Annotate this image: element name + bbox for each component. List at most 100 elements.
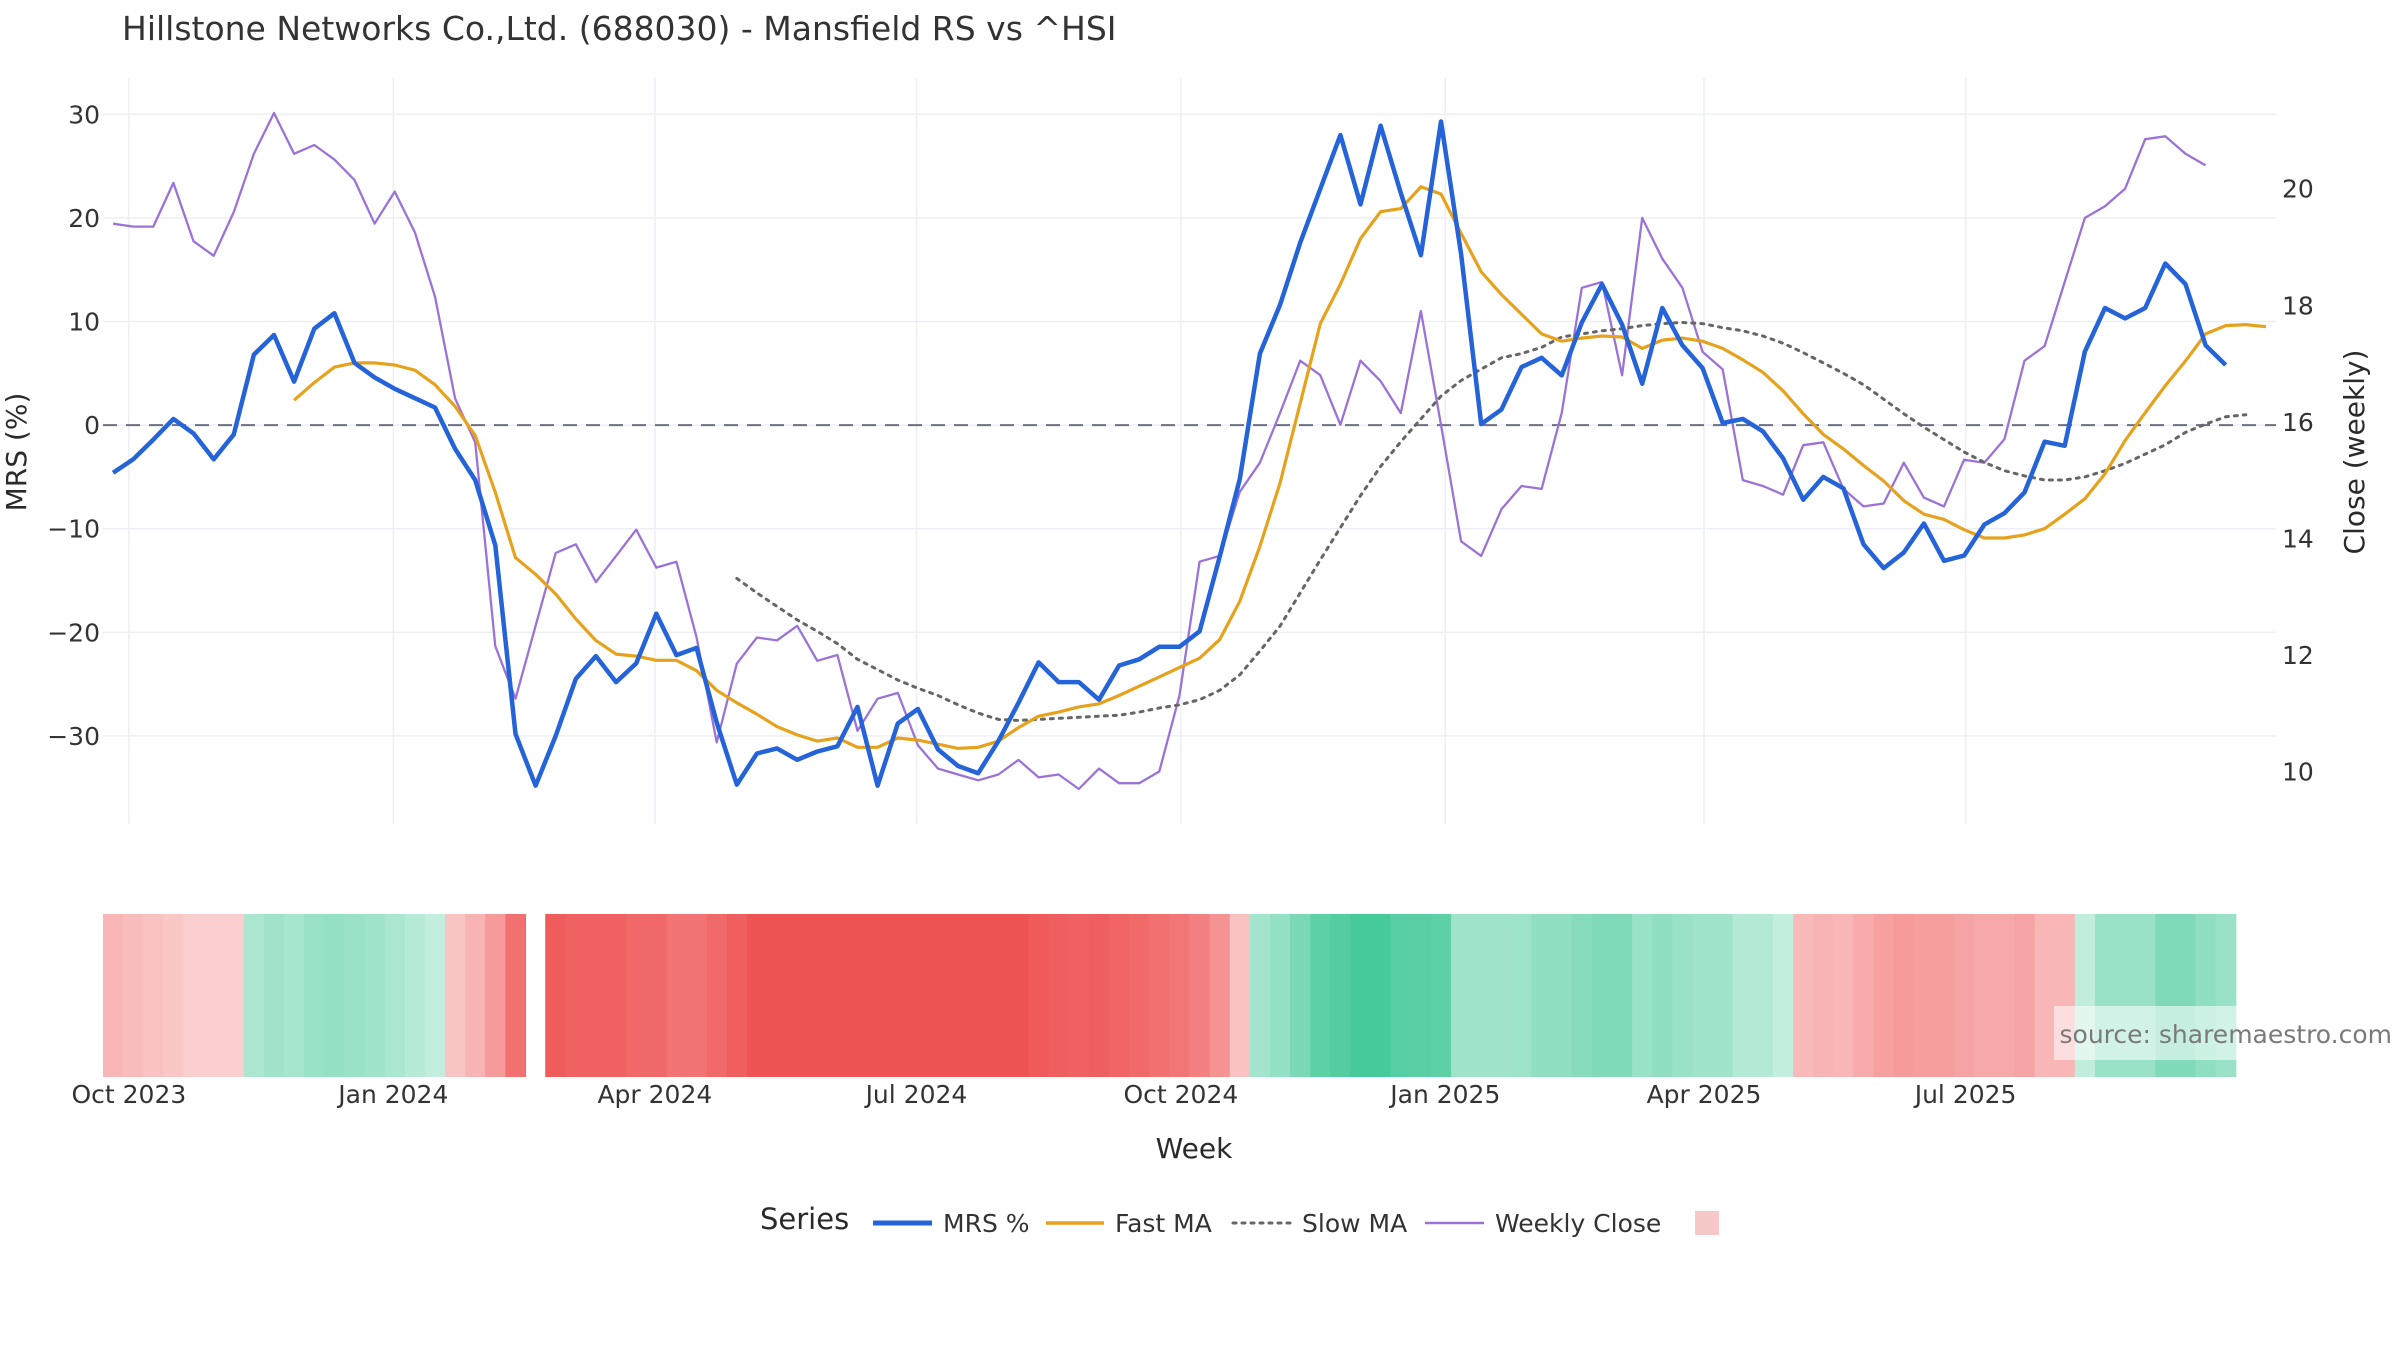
heatmap-cell — [626, 914, 647, 1077]
heatmap-cell — [1330, 914, 1352, 1077]
heatmap-cell — [1370, 914, 1392, 1077]
heatmap-cell — [1350, 914, 1372, 1077]
heatmap-cell — [585, 914, 607, 1077]
heatmap-cell — [384, 914, 406, 1077]
series-line-weekly-close — [112, 111, 2207, 791]
legend-item-weekly-close: Weekly Close — [1425, 1209, 1661, 1238]
heatmap-cell — [907, 914, 929, 1077]
heatmap-cell — [1612, 914, 1633, 1077]
heatmap-cell — [1873, 914, 1895, 1077]
heatmap-cell — [284, 914, 305, 1077]
heatmap-cell — [263, 914, 285, 1077]
y2-tick-label: 18 — [2282, 291, 2314, 320]
y2-tick-label: 16 — [2282, 408, 2314, 437]
heatmap-cell — [1290, 914, 1311, 1077]
heatmap-cell — [1068, 914, 1090, 1077]
y-tick-label: 0 — [84, 411, 100, 440]
heatmap-cell — [887, 914, 909, 1077]
heatmap-cell — [143, 914, 164, 1077]
legend-title: Series — [760, 1202, 849, 1236]
heatmap-cell — [1310, 914, 1331, 1077]
legend-label-weekly-close: Weekly Close — [1495, 1209, 1661, 1238]
heatmap-cell — [1712, 914, 1734, 1077]
heatmap-cell — [324, 914, 346, 1077]
heatmap-cell — [1591, 914, 1613, 1077]
legend-item-slow-ma: Slow MA — [1231, 1209, 1407, 1238]
heatmap-cell — [1752, 914, 1774, 1077]
heatmap-cell — [1732, 914, 1754, 1077]
y-tick-label: 20 — [68, 204, 100, 233]
heatmap-cell — [927, 914, 949, 1077]
heatmap-cell — [445, 914, 466, 1077]
heatmap-cell — [163, 914, 185, 1077]
heatmap-cell — [847, 914, 869, 1077]
x-axis-title: Week — [1156, 1132, 1233, 1165]
heatmap-cell — [2034, 914, 2056, 1077]
y-tick-label: −20 — [47, 618, 100, 647]
heatmap-cell — [1229, 914, 1251, 1077]
x-tick-label: Apr 2024 — [597, 1080, 712, 1109]
heatmap-cell — [988, 914, 1010, 1077]
heatmap-cell — [827, 914, 849, 1077]
series-lines — [111, 111, 2267, 791]
y-tick-label: 30 — [68, 100, 100, 129]
y-axis-right: 20 18 16 14 12 10 — [2282, 175, 2314, 787]
x-tick-label: Jul 2025 — [1913, 1080, 2017, 1109]
y2-tick-label: 10 — [2282, 758, 2314, 787]
heatmap-cell — [646, 914, 667, 1077]
heatmap-cell — [1169, 914, 1191, 1077]
y2-tick-label: 14 — [2282, 524, 2314, 553]
heatmap-cell — [1189, 914, 1211, 1077]
heatmap-cell — [1833, 914, 1855, 1077]
x-tick-label: Jan 2025 — [1388, 1080, 1500, 1109]
heatmap-cell — [807, 914, 828, 1077]
heatmap-cell — [1632, 914, 1653, 1077]
heatmap-cell — [2014, 914, 2036, 1077]
heatmap-cell — [243, 914, 265, 1077]
series-line-mrs — [111, 119, 2228, 788]
heatmap-cell — [1028, 914, 1050, 1077]
chart-title: Hillstone Networks Co.,Ltd. (688030) - M… — [122, 9, 1117, 48]
heatmap-cell — [1430, 914, 1452, 1077]
legend-swatch-heatmap — [1695, 1211, 1719, 1235]
series-line-slow-ma — [735, 321, 2248, 722]
x-axis: Oct 2023 Jan 2024 Apr 2024 Jul 2024 Oct 2024… — [71, 1080, 2016, 1109]
heatmap-cell — [1692, 914, 1714, 1077]
x-tick-label: Apr 2025 — [1647, 1080, 1762, 1109]
legend-item-fast-ma: Fast MA — [1046, 1209, 1212, 1238]
heatmap-cell — [1652, 914, 1673, 1077]
heatmap-cell — [565, 914, 587, 1077]
heatmap-cell — [686, 914, 708, 1077]
heatmap-cell — [787, 914, 808, 1077]
heatmap-cell — [1531, 914, 1553, 1077]
heatmap-cell — [1008, 914, 1030, 1077]
heatmap-cell — [183, 914, 205, 1077]
heatmap-cell — [404, 914, 426, 1077]
y-axis-title: MRS (%) — [0, 393, 33, 512]
heatmap-cell — [1149, 914, 1170, 1077]
heatmap-cell — [1269, 914, 1291, 1077]
heatmap-strip — [103, 913, 2237, 1078]
heatmap-cell — [746, 914, 768, 1077]
legend-label-slow-ma: Slow MA — [1302, 1209, 1407, 1238]
heatmap-cell — [1994, 914, 2016, 1077]
heatmap-cell — [1933, 914, 1955, 1077]
y-tick-label: −30 — [47, 722, 100, 751]
heatmap-cell — [1109, 914, 1130, 1077]
heatmap-cell — [1954, 914, 1975, 1077]
heatmap-cell — [1471, 914, 1492, 1077]
heatmap-cell — [344, 914, 366, 1077]
grid — [103, 78, 2276, 824]
heatmap-cell — [1974, 914, 1995, 1077]
heatmap-cell — [505, 914, 527, 1077]
heatmap-cell — [1813, 914, 1834, 1077]
heatmap-cell — [1511, 914, 1533, 1077]
heatmap-cell — [485, 914, 507, 1077]
heatmap-cell — [203, 914, 225, 1077]
heatmap-cell — [1571, 914, 1593, 1077]
heatmap-cell — [1410, 914, 1432, 1077]
heatmap-cell — [968, 914, 989, 1077]
legend-label-mrs: MRS % — [943, 1209, 1030, 1238]
y-tick-label: 10 — [68, 307, 100, 336]
